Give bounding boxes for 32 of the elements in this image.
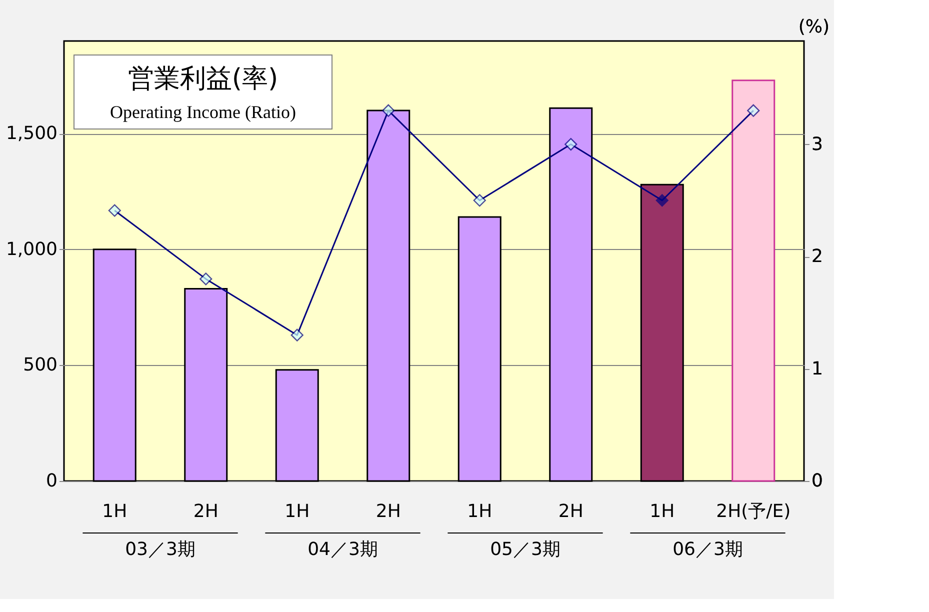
y2-axis-title: (%) [798, 16, 830, 38]
x-tick-label: 1H [102, 501, 128, 522]
y-tick-label: 1,000 [6, 238, 58, 260]
x-tick-label: 1H [467, 501, 492, 522]
y-tick-label: 500 [23, 354, 58, 376]
text: 営業利益(率) [128, 64, 278, 94]
point [564, 138, 578, 151]
point [382, 104, 395, 117]
y2-tick-label: 0 [812, 470, 823, 492]
point [200, 272, 212, 286]
text: 04／3期 [308, 539, 378, 560]
x-tick-label: 1H [284, 501, 310, 522]
x-tick-label: 2H(予/E) [716, 501, 791, 522]
y-tick-label: 1,500 [6, 123, 58, 144]
y2-tick-label: 2 [812, 246, 823, 268]
text: 03／3期 [125, 539, 196, 560]
point [290, 328, 304, 342]
x-tick-label: 1H [650, 501, 675, 522]
bar [732, 80, 776, 482]
y2-tick-label: 3 [812, 134, 823, 155]
point [747, 104, 760, 117]
x-tick-label: 2H [376, 501, 401, 522]
point [473, 194, 486, 207]
text: 06／3期 [672, 539, 743, 560]
y2-tick-label: 1 [812, 358, 823, 380]
x-tick-label: 2H [193, 501, 218, 522]
point [108, 204, 121, 217]
text: 05／3期 [490, 539, 560, 560]
x-tick-label: 2H [558, 501, 584, 522]
text: Operating Income (Ratio) [110, 102, 296, 122]
point [656, 194, 668, 207]
y-tick-label: 0 [46, 470, 58, 492]
